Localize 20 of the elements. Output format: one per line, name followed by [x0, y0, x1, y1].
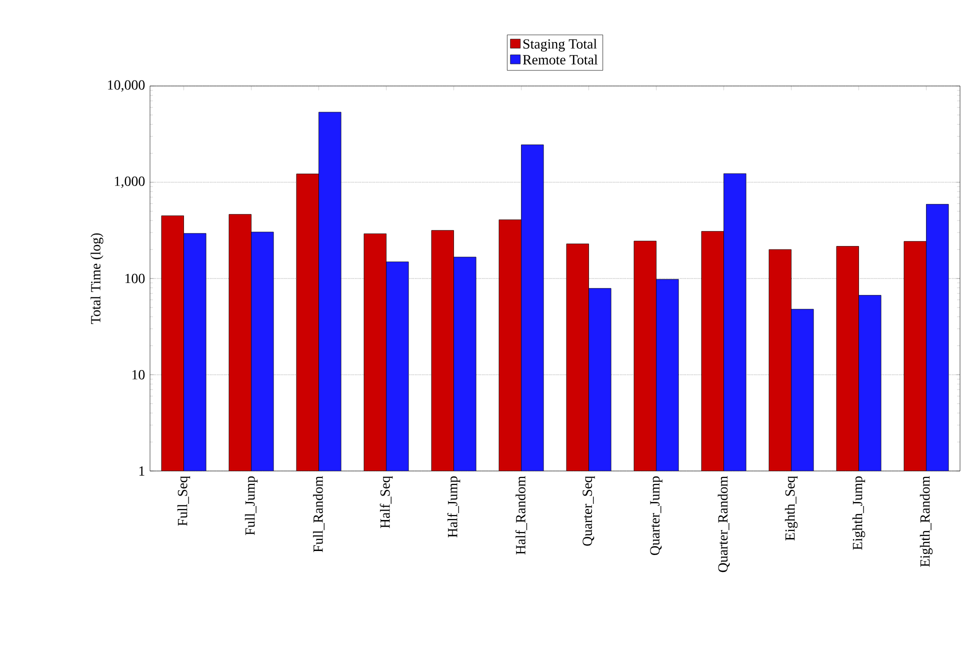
- y-tick-label: 100: [125, 274, 145, 284]
- y-axis-title: Total Time (log): [90, 233, 104, 324]
- x-tick-label: Half_Jump: [447, 476, 460, 538]
- x-tick-label: Full_Jump: [244, 476, 258, 536]
- x-tick-label: Eighth_Random: [920, 476, 933, 567]
- y-tick-label: 10: [132, 370, 145, 380]
- y-tick-label: 10,000: [108, 80, 145, 92]
- x-tick-label: Full_Seq: [177, 476, 190, 526]
- x-tick-label: Full_Random: [313, 476, 324, 552]
- y-tick-label: 1: [139, 466, 144, 476]
- legend-label: Staging Total: [523, 38, 597, 52]
- x-tick-label: Quarter_Jump: [650, 476, 662, 556]
- x-tick-label: Eighth_Jump: [852, 476, 866, 550]
- y-tick-label: 1,000: [114, 176, 145, 188]
- x-tick-label: Eighth_Seq: [784, 476, 798, 541]
- x-tick-label: Half_Seq: [380, 476, 393, 528]
- x-tick-label: Half_Random: [515, 476, 528, 554]
- legend-label: Remote Total: [522, 54, 598, 64]
- x-tick-label: Quarter_Seq: [582, 476, 595, 546]
- x-tick-label: Quarter_Random: [718, 476, 730, 572]
